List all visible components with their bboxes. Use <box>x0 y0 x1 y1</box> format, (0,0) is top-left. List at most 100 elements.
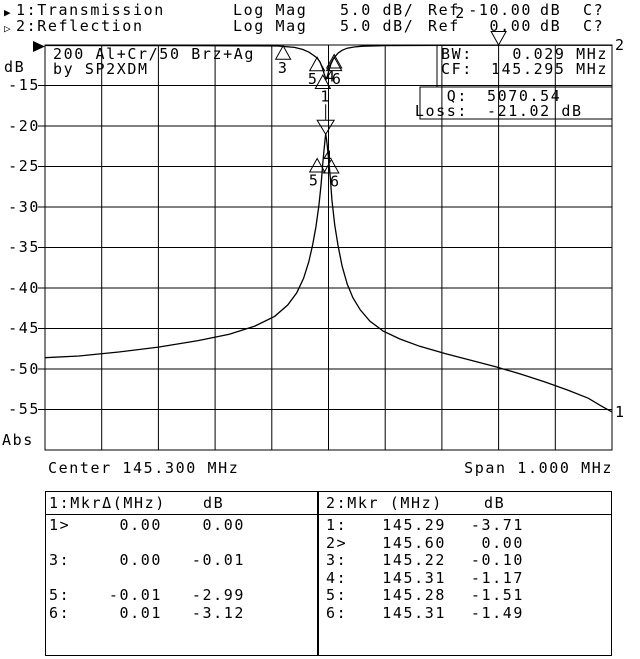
table-cell: 0.01 <box>119 604 162 622</box>
active-channel-arrow-icon <box>33 41 45 52</box>
table-cell: -0.10 <box>470 551 524 569</box>
table-cell: 5: <box>326 586 348 604</box>
bw-label: BW: <box>441 45 473 63</box>
channel2-ref-label: Ref <box>428 17 460 35</box>
cf-value: 145.295 MHz <box>491 60 608 78</box>
marker-1-label: 1 <box>320 87 331 105</box>
channel2-scale: 5.0 dB/ <box>340 17 415 35</box>
table-cell: -0.01 <box>108 586 162 604</box>
table-cell: 0.00 <box>202 516 245 534</box>
annotation-title-line1: 200 Al+Cr/50 Brz+Ag <box>53 45 255 63</box>
y-axis-abs-label: Abs <box>2 431 34 449</box>
marker-4-label: 4 <box>323 147 334 165</box>
table-cell: 0.00 <box>119 551 162 569</box>
marker-4-symbol: 4 <box>323 147 334 165</box>
table-cell: 145.31 <box>382 604 446 622</box>
y-tick-label: -15 <box>8 76 40 94</box>
y-tick-label: -55 <box>8 400 40 418</box>
q-value: 5070.54 <box>487 87 562 105</box>
table-cell: -1.49 <box>470 604 524 622</box>
table-cell: 0.00 <box>481 534 524 552</box>
table-cell: 3: <box>49 551 71 569</box>
marker-3-symbol: 3 <box>274 44 292 77</box>
channel2-cal-status: C? <box>583 17 605 35</box>
loss-value: -21.02 dB <box>487 102 583 120</box>
y-tick-label: -40 <box>8 278 40 297</box>
channel1-scale: 5.0 dB/ <box>340 1 415 19</box>
channel2-format: Log Mag <box>233 17 308 35</box>
table-cell: 145.31 <box>382 569 446 587</box>
table-cell: 5: <box>49 586 71 604</box>
annotation-title-line2: by SP2XDM <box>53 60 149 78</box>
marker-3-label: 3 <box>278 59 289 77</box>
trace-1-curve <box>44 133 613 413</box>
channel1-ref-label: Ref <box>428 1 460 19</box>
table-cell: 145.29 <box>382 516 446 534</box>
channel1-active-arrow-icon: ▶ <box>4 6 13 19</box>
channel1-format: Log Mag <box>233 1 308 19</box>
y-tick-label: -20 <box>8 116 40 135</box>
marker-6-symbol: 6 <box>325 56 343 88</box>
y-tick-label: -45 <box>8 319 40 337</box>
table-cell: -3.71 <box>470 516 524 534</box>
marker-table-ch1-header-rule <box>46 492 318 515</box>
table-cell: 1> <box>49 516 71 534</box>
y-tick-label: -30 <box>8 197 40 216</box>
table-cell: 1: <box>326 516 348 534</box>
marker-4-label: 4 <box>326 67 337 85</box>
table-cell: -2.99 <box>191 586 245 604</box>
table-cell: 145.22 <box>382 551 446 569</box>
marker-table-ch2-header-rule <box>318 492 611 515</box>
trace-2-curve <box>44 44 612 81</box>
y-tick-label: -35 <box>8 238 40 256</box>
channel1-ref-value: -10.00 <box>468 1 532 19</box>
trace-1-end-label: 1 <box>615 403 626 421</box>
marker-5-label: 5 <box>308 70 319 88</box>
marker-2-label: 2 <box>455 4 466 22</box>
table-cell: -1.51 <box>470 586 524 604</box>
marker-1-symbol <box>314 74 332 90</box>
marker-5-symbol: 5 <box>308 56 326 88</box>
channel2-ref-unit: dB <box>540 17 562 35</box>
marker-4-symbol: 4 <box>325 53 343 85</box>
cf-label: CF: <box>441 60 473 78</box>
table-cell: 0.00 <box>119 516 162 534</box>
marker-6-label: 6 <box>330 173 341 191</box>
table-cell: 145.28 <box>382 586 446 604</box>
channel2-ref-value: 0.00 <box>489 17 532 35</box>
table-cell: -0.01 <box>191 551 245 569</box>
channel1-trace-label: 1:Transmission <box>16 1 165 19</box>
bw-value: 0.029 MHz <box>512 45 608 63</box>
marker-table-ch2: 2:Mkr (MHz) dB 1: 145.29 -3.71 2> 145.60… <box>317 491 612 656</box>
table-cell: 6: <box>326 604 348 622</box>
span-label: Span 1.000 MHz <box>464 459 613 477</box>
table-cell: 145.60 <box>382 534 446 552</box>
table-cell: 2> <box>326 534 348 552</box>
table-cell: -3.12 <box>191 604 245 622</box>
table-cell: -1.17 <box>470 569 524 587</box>
marker-6-symbol: 6 <box>322 158 341 191</box>
marker-6-label: 6 <box>332 70 343 88</box>
q-label: Q: <box>446 87 468 105</box>
marker-5-label: 5 <box>309 171 320 189</box>
marker-table-ch2-title: 2:Mkr (MHz) <box>326 494 443 512</box>
marker-table-ch1: 1:MkrΔ(MHz) dB 1> 0.00 0.00 3: 0.00 -0.0… <box>45 491 319 656</box>
table-cell: 6: <box>49 604 71 622</box>
marker-table-ch1-title: 1:MkrΔ(MHz) <box>49 494 166 512</box>
marker-table-ch2-unit: dB <box>484 494 506 512</box>
marker-table-ch1-unit: dB <box>203 494 225 512</box>
y-axis-unit-label: dB <box>4 58 26 76</box>
marker-2-symbol: 2 <box>455 4 507 47</box>
grid <box>38 44 613 451</box>
channel2-arrow-icon: ▷ <box>4 22 13 35</box>
trace-2-end-label: 2 <box>615 36 626 54</box>
loss-label: Loss: <box>414 102 468 120</box>
center-frequency-label: Center 145.300 MHz <box>48 459 240 477</box>
marker-5-symbol: 5 <box>308 157 326 189</box>
channel1-cal-status: C? <box>583 1 605 19</box>
marker-1-symbol: 1 <box>316 87 336 136</box>
y-tick-label: -50 <box>8 359 40 378</box>
q-loss-readout-box <box>419 86 613 120</box>
table-cell: 3: <box>326 551 348 569</box>
